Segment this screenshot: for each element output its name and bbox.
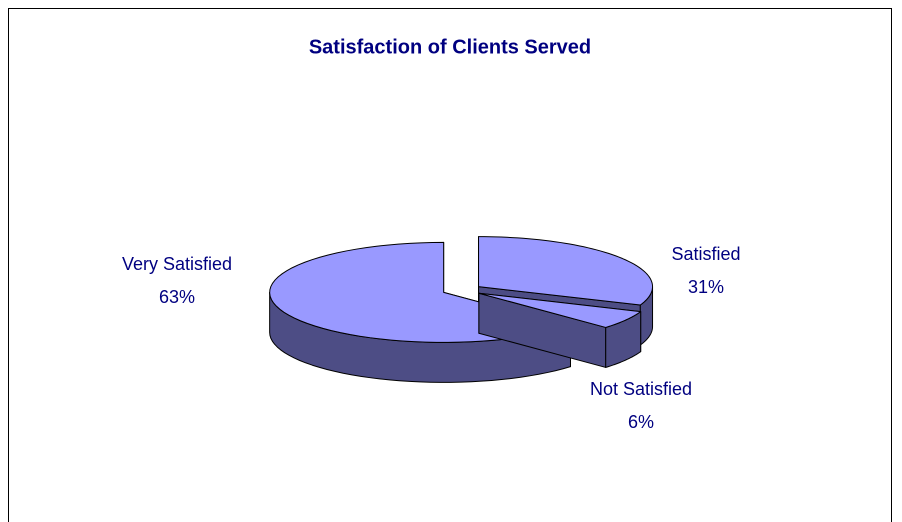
slice-label: Not Satisfied <box>590 379 692 399</box>
chart-frame <box>8 8 892 522</box>
slice-label: Satisfied <box>671 244 740 264</box>
slice-value-label: 63% <box>159 287 195 307</box>
slice-value-label: 6% <box>628 412 654 432</box>
chart-title: Satisfaction of Clients Served <box>309 36 591 58</box>
slice-value-label: 31% <box>688 277 724 297</box>
slice <box>478 292 642 368</box>
slice-top <box>478 292 642 328</box>
slice-label: Very Satisfied <box>122 254 232 274</box>
slice-top <box>478 236 654 306</box>
